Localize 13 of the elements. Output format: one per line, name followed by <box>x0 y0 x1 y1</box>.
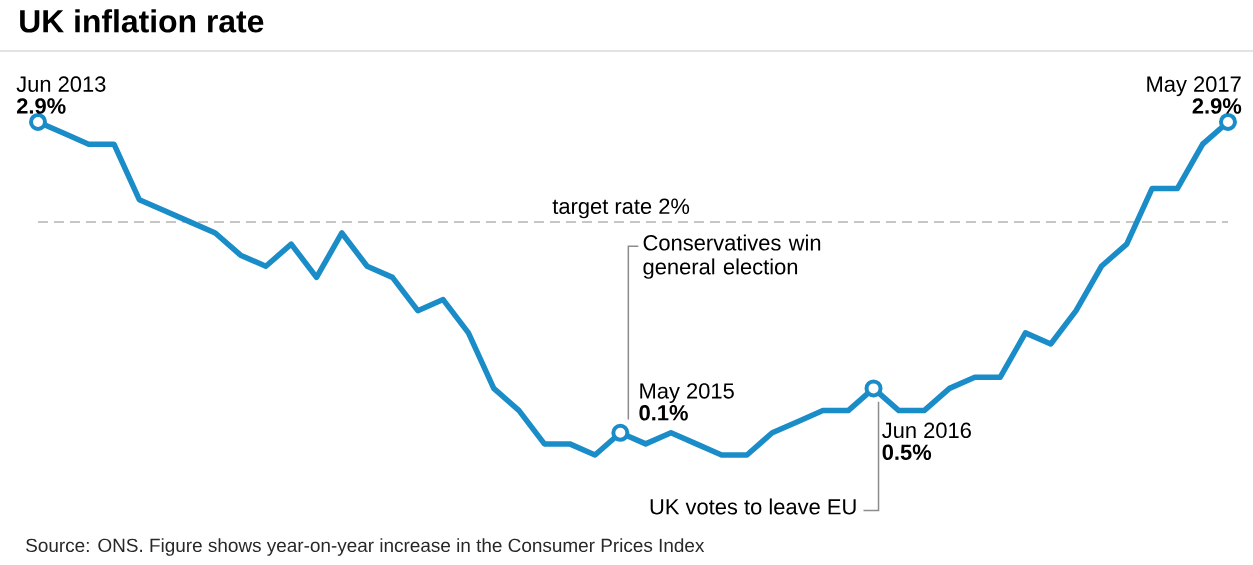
text: UK votes to leave EU <box>650 498 856 515</box>
chart-title: UK inflation rate <box>20 9 264 33</box>
annotation: Conservatives win general election <box>643 234 821 279</box>
source-note: Source: ONS. Figure shows year-on-year increase in the Consumer Prices Index <box>26 538 705 556</box>
ref-line-label: target rate 2% <box>552 198 690 219</box>
annotation: Jun 2016 <box>882 422 971 439</box>
annotation: May 2015 <box>640 383 734 403</box>
data-label: 0.5% <box>882 444 932 461</box>
data-label: 0.1% <box>639 405 688 421</box>
data-label: 2.9% <box>1192 98 1242 114</box>
text: Jun 2013 <box>16 76 106 92</box>
data-label: 2.9% <box>16 98 66 114</box>
text: May 2017 <box>1147 76 1241 97</box>
